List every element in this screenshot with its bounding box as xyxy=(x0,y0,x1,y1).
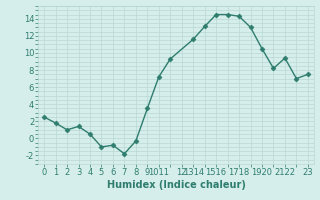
X-axis label: Humidex (Indice chaleur): Humidex (Indice chaleur) xyxy=(107,180,245,190)
